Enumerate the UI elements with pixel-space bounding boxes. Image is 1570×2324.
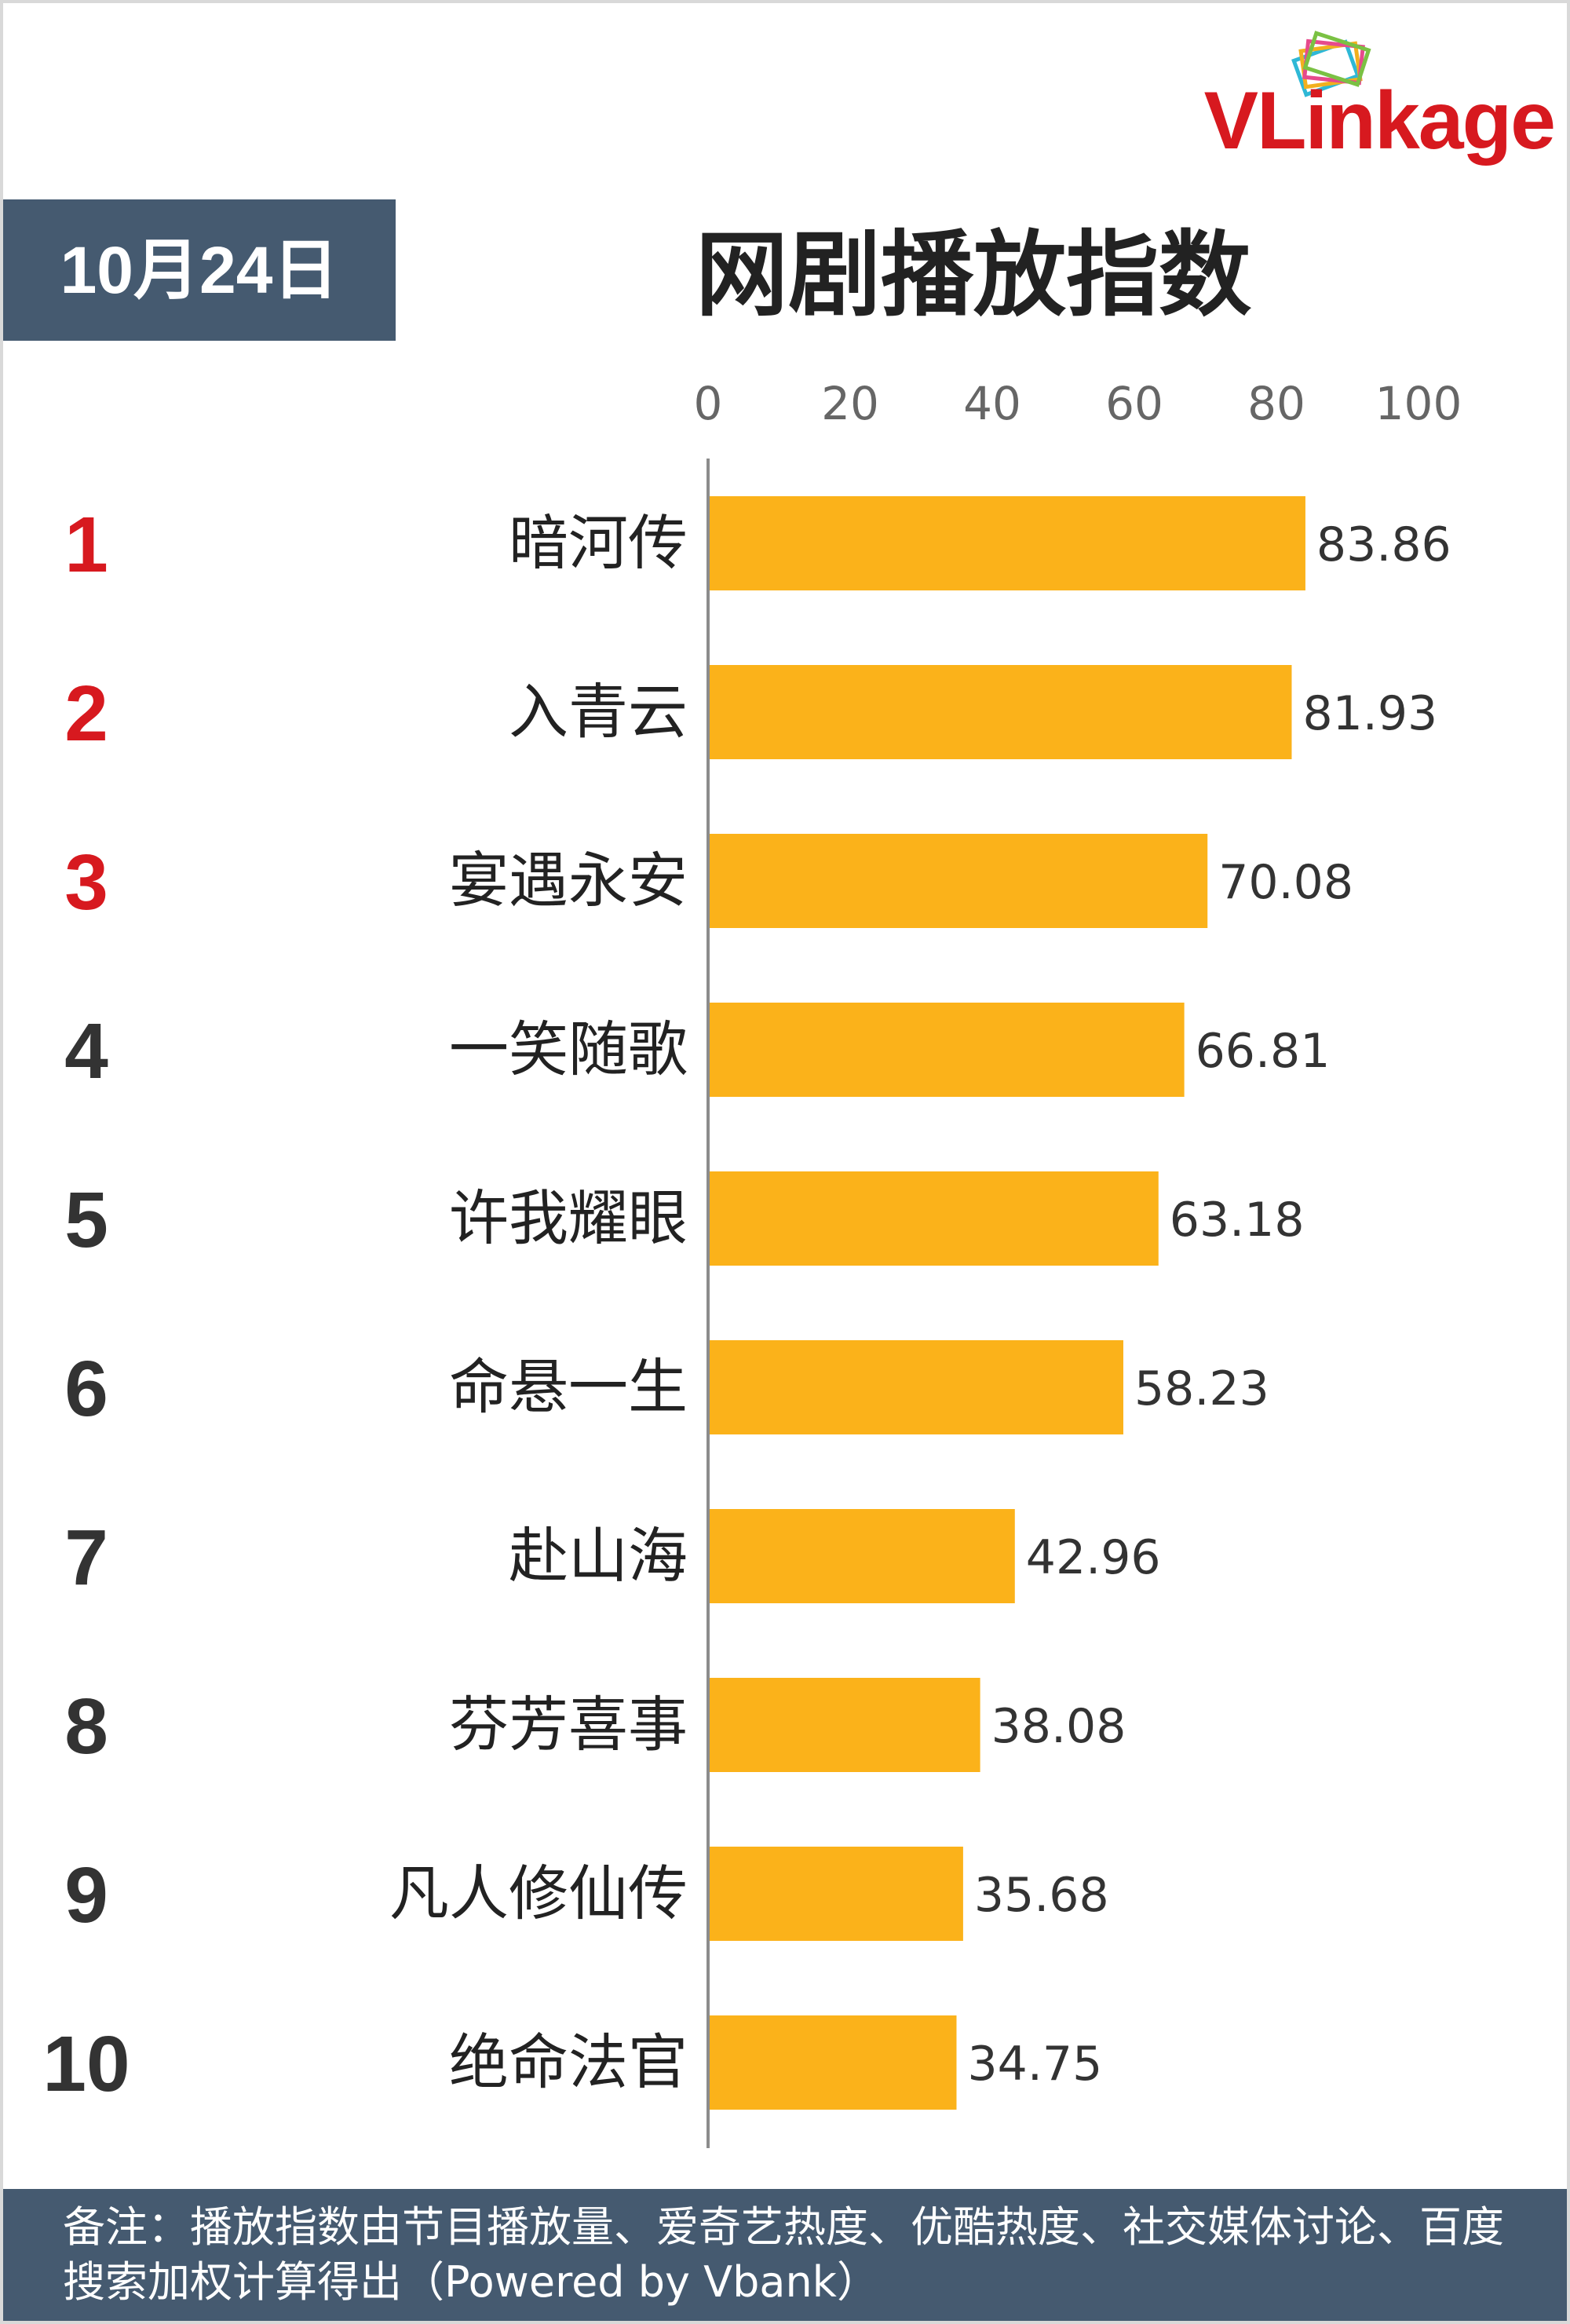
bar	[710, 1509, 1015, 1603]
category-label: 命悬一生	[449, 1352, 688, 1422]
bar-value-label: 58.23	[1134, 1361, 1269, 1416]
category-label: 宴遇永安	[449, 846, 688, 915]
logo-wordmark: VLinkage	[1203, 75, 1556, 166]
rank-label: 4	[64, 1007, 108, 1095]
rank-label: 7	[64, 1514, 108, 1602]
bar-value-label: 35.68	[974, 1868, 1109, 1923]
category-label: 许我耀眼	[449, 1183, 688, 1253]
bar-value-label: 81.93	[1302, 686, 1437, 741]
date-badge: 10月24日	[3, 199, 396, 341]
bar	[710, 1678, 980, 1772]
category-label: 暗河传	[509, 508, 688, 578]
bar	[710, 665, 1292, 759]
x-tick-label: 0	[694, 377, 723, 430]
category-label: 绝命法官	[449, 2027, 688, 2097]
rank-label: 6	[64, 1345, 108, 1433]
category-label: 凡人修仙传	[389, 1858, 688, 1928]
category-label: 芬芳喜事	[449, 1690, 688, 1759]
bar-value-label: 38.08	[991, 1699, 1126, 1754]
bar-value-label: 42.96	[1026, 1530, 1161, 1585]
category-label: 赴山海	[509, 1521, 688, 1591]
bar-value-label: 70.08	[1218, 855, 1353, 910]
x-tick-label: 40	[963, 377, 1021, 430]
rank-label: 9	[64, 1851, 108, 1939]
bar	[710, 1847, 963, 1941]
x-tick-label: 100	[1375, 377, 1462, 430]
x-tick-label: 60	[1105, 377, 1163, 430]
bar	[710, 834, 1208, 928]
category-label: 入青云	[509, 677, 688, 747]
x-tick-label: 80	[1247, 377, 1305, 430]
bar	[710, 1003, 1185, 1097]
bar	[710, 1340, 1123, 1434]
bar-chart: 0 20 40 60 80 100 83.86 暗河传 1 81.93 入青云 2 70.08 宴遇永安 3…	[42, 377, 1462, 2148]
rank-label: 10	[42, 2020, 130, 2108]
rank-label: 1	[64, 501, 108, 589]
bar-value-label: 63.18	[1170, 1193, 1305, 1248]
rank-label: 3	[64, 839, 108, 926]
chart-title: 网剧播放指数	[695, 221, 1251, 329]
category-label: 一笑随歌	[449, 1014, 688, 1084]
rank-label: 5	[64, 1176, 108, 1264]
rank-label: 2	[64, 670, 108, 758]
bar	[710, 1171, 1159, 1266]
bar	[710, 2015, 957, 2110]
bar-value-label: 34.75	[967, 2037, 1102, 2092]
logo-mark-icon	[1291, 31, 1371, 97]
bar	[710, 496, 1305, 590]
bar-value-label: 83.86	[1316, 517, 1451, 572]
footer-note: 备注：播放指数由节目播放量、爱奇艺热度、优酷热度、社交媒体讨论、百度搜索加权计算…	[63, 2202, 1504, 2307]
vlinkage-logo: VLinkage	[1193, 28, 1556, 170]
footer-bar: 备注：播放指数由节目播放量、爱奇艺热度、优酷热度、社交媒体讨论、百度搜索加权计算…	[3, 2189, 1567, 2321]
rank-label: 8	[64, 1683, 108, 1770]
x-tick-label: 20	[821, 377, 879, 430]
bar-value-label: 66.81	[1196, 1024, 1331, 1079]
